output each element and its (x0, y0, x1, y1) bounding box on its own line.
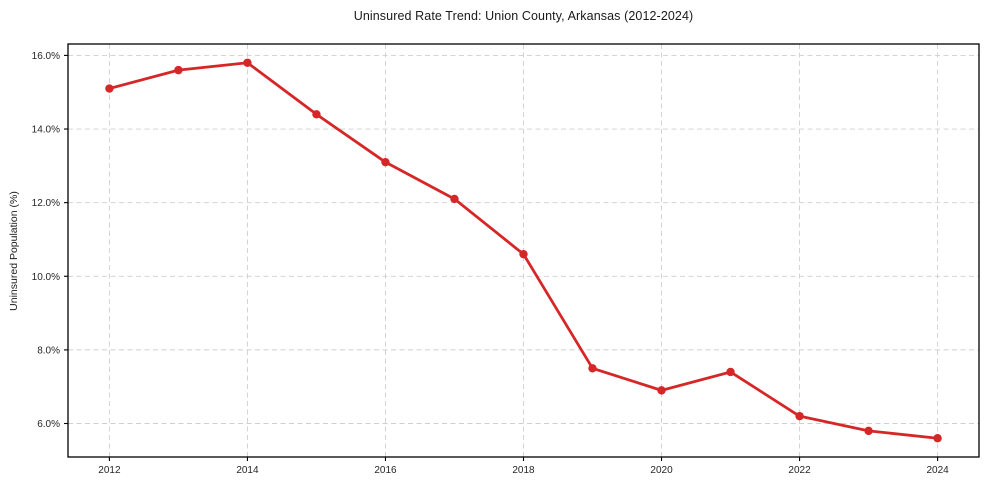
data-point-2021 (726, 367, 735, 377)
y-tick-label: 14.0% (32, 125, 60, 136)
data-point-2022 (795, 411, 804, 421)
data-point-2019 (588, 364, 597, 373)
y-tick-label: 16.0% (32, 51, 60, 62)
y-tick-label: 6.0% (37, 419, 60, 430)
data-point-2012 (105, 84, 114, 93)
data-point-2015 (312, 110, 321, 119)
x-tick-label: 2022 (788, 465, 811, 476)
y-tick-label: 10.0% (32, 272, 60, 283)
data-point-2024 (933, 434, 942, 443)
x-tick-label: 2016 (374, 465, 397, 476)
data-point-2020 (657, 386, 666, 395)
chart-title: Uninsured Rate Trend: Union County, Arka… (353, 9, 694, 23)
x-tick-label: 2014 (236, 465, 259, 476)
data-point-2017 (450, 194, 459, 204)
y-tick-label: 8.0% (37, 345, 60, 356)
data-point-2013 (174, 65, 183, 75)
data-point-2014 (243, 58, 252, 67)
x-tick-label: 2024 (926, 465, 949, 476)
data-point-2023 (864, 426, 873, 436)
data-point-2018 (519, 249, 528, 259)
x-tick-label: 2020 (650, 465, 673, 476)
x-tick-label: 2018 (512, 465, 535, 476)
y-tick-label: 12.0% (32, 198, 60, 209)
data-point-2016 (381, 157, 390, 167)
x-tick-label: 2012 (98, 465, 121, 476)
